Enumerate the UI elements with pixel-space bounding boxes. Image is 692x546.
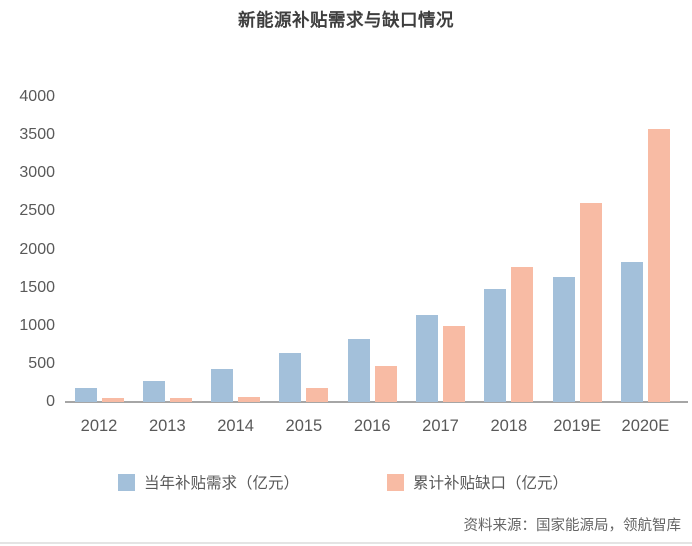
y-axis-tick-500: 500 xyxy=(28,354,55,372)
x-axis-tick-2018: 2018 xyxy=(490,417,528,435)
bar-annual-subsidy-demand-2012 xyxy=(74,388,97,402)
bar-cumulative-subsidy-gap-2018 xyxy=(511,267,534,402)
bar-annual-subsidy-demand-2019e xyxy=(552,277,575,402)
y-axis-tick-2000: 2000 xyxy=(19,240,55,258)
chart-title: 新能源补贴需求与缺口情况 xyxy=(238,10,454,30)
x-axis-tick-2014: 2014 xyxy=(217,417,254,435)
bar-cumulative-subsidy-gap-2019e xyxy=(579,203,602,402)
x-axis-tick-2017: 2017 xyxy=(422,417,459,435)
chart-legend: 当年补贴需求（亿元） 累计补贴缺口（亿元） xyxy=(0,471,692,493)
bar-cumulative-subsidy-gap-2017 xyxy=(443,326,465,402)
x-axis-tick-2012: 2012 xyxy=(80,417,118,435)
bar-annual-subsidy-demand-2016 xyxy=(347,339,370,402)
source-note: 资料来源：国家能源局，领航智库 xyxy=(463,518,682,534)
y-axis-tick-3000: 3000 xyxy=(19,164,55,182)
y-axis-tick-2500: 2500 xyxy=(19,202,55,220)
x-axis-line xyxy=(65,401,688,403)
bar-annual-subsidy-demand-2014 xyxy=(211,369,234,402)
bar-cumulative-subsidy-gap-2012 xyxy=(101,398,124,402)
x-axis-tick-2016: 2016 xyxy=(353,417,391,435)
bar-annual-subsidy-demand-2020e xyxy=(620,262,643,402)
legend-swatch-annual-subsidy-demand xyxy=(118,473,135,491)
legend-label-cumulative-subsidy-gap: 累计补贴缺口（亿元） xyxy=(413,475,569,492)
legend-swatch-cumulative-subsidy-gap xyxy=(387,473,404,491)
legend-item-cumulative-subsidy-gap: 累计补贴缺口（亿元） xyxy=(387,471,568,493)
bar-annual-subsidy-demand-2018 xyxy=(484,289,507,402)
y-axis-tick-0: 0 xyxy=(46,393,55,410)
x-axis-tick-2020e: 2020E xyxy=(621,417,670,435)
bar-cumulative-subsidy-gap-2014 xyxy=(238,397,261,402)
bar-cumulative-subsidy-gap-2020e xyxy=(647,129,670,402)
bottom-divider-line xyxy=(0,542,692,544)
x-axis-tick-2013: 2013 xyxy=(148,417,186,435)
y-axis-tick-1000: 1000 xyxy=(19,316,55,334)
bar-annual-subsidy-demand-2015 xyxy=(279,353,302,402)
y-axis-tick-3500: 3500 xyxy=(19,126,55,144)
bar-cumulative-subsidy-gap-2013 xyxy=(169,398,192,402)
x-axis-tick-2015: 2015 xyxy=(285,417,323,435)
bar-cumulative-subsidy-gap-2015 xyxy=(306,388,329,402)
legend-label-annual-subsidy-demand: 当年补贴需求（亿元） xyxy=(144,475,300,492)
y-axis-tick-1500: 1500 xyxy=(19,278,55,296)
y-axis-tick-4000: 4000 xyxy=(19,88,55,105)
x-axis-tick-2019e: 2019E xyxy=(553,417,601,435)
bar-cumulative-subsidy-gap-2016 xyxy=(374,366,397,402)
bar-annual-subsidy-demand-2017 xyxy=(416,315,438,402)
bar-annual-subsidy-demand-2013 xyxy=(142,381,165,402)
legend-item-annual-subsidy-demand: 当年补贴需求（亿元） xyxy=(118,471,299,493)
